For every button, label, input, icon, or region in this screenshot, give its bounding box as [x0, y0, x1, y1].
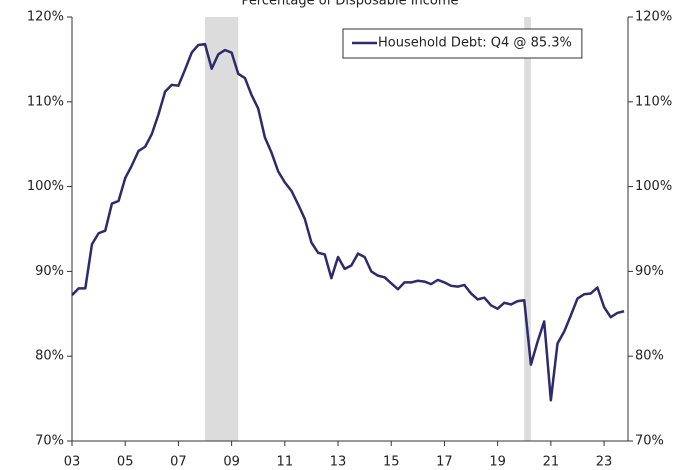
- legend-label: Household Debt: Q4 @ 85.3%: [378, 36, 572, 51]
- y2-tick-label: 120%: [635, 10, 672, 25]
- recession-band: [524, 17, 531, 441]
- x-tick-label: 09: [223, 455, 240, 470]
- y2-tick-label: 90%: [635, 264, 664, 279]
- chart-title: Percentage of Disposable Income: [241, 0, 458, 9]
- x-tick-label: 03: [64, 455, 81, 470]
- x-tick-label: 15: [383, 455, 400, 470]
- y2-tick-label: 80%: [635, 349, 664, 364]
- y-tick-label: 90%: [35, 264, 64, 279]
- y-tick-label: 100%: [27, 179, 64, 194]
- y2-tick-label: 70%: [635, 434, 664, 449]
- legend: Household Debt: Q4 @ 85.3%: [342, 28, 583, 59]
- data-line: [71, 42, 625, 402]
- y-tick-label: 120%: [27, 10, 64, 25]
- x-tick-label: 13: [330, 455, 347, 470]
- y-tick-label: 110%: [27, 94, 64, 109]
- x-tick-label: 21: [543, 455, 560, 470]
- y2-tick-label: 100%: [635, 179, 672, 194]
- x-tick-label: 11: [277, 455, 294, 470]
- legend-box: [342, 28, 583, 59]
- y-tick-label: 80%: [35, 349, 64, 364]
- x-tick-label: 19: [489, 455, 506, 470]
- x-tick-label: 23: [596, 455, 613, 470]
- recession-band: [205, 17, 239, 441]
- x-tick-label: 07: [170, 455, 187, 470]
- y-tick-label: 70%: [35, 434, 64, 449]
- y2-tick-label: 110%: [635, 94, 672, 109]
- x-tick-label: 17: [436, 455, 453, 470]
- x-tick-label: 05: [117, 455, 134, 470]
